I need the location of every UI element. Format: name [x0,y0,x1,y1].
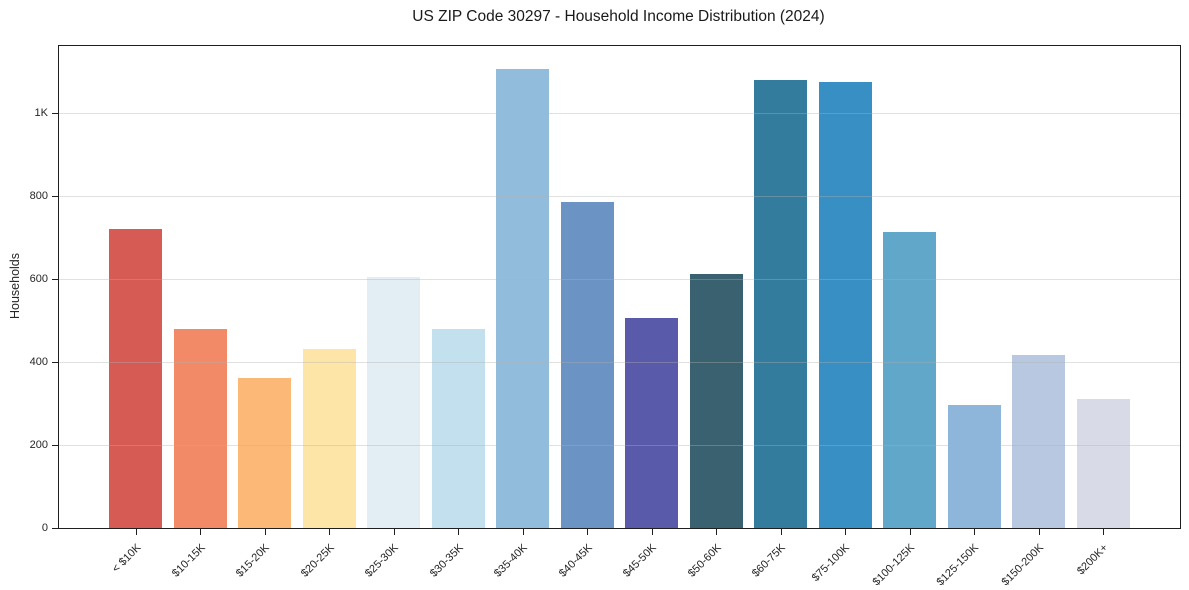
bar [431,328,485,528]
bar [883,231,937,528]
x-tick-label: $25-30K [363,541,402,580]
gridline-y [59,445,1180,446]
gridline-y [59,196,1180,198]
x-tick-mark [200,529,202,535]
gridline-y [59,362,1180,364]
x-tick-mark [587,529,589,535]
x-tick-label: $60-75K [750,541,788,580]
y-tick-label: 200 [29,439,48,451]
x-tick-mark [651,529,653,535]
x-tick-mark [780,529,782,535]
x-tick-label: $35-40K [492,541,531,580]
x-tick-mark [1038,529,1040,535]
bar [238,377,292,528]
plot-area: 0 200 400 600 800 1K < $10K $10-15K $15-20K $20-2… [30,45,1181,588]
x-tick-label: $10-15K [169,541,208,580]
y-tick-label: 0 [41,522,48,534]
y-tick-mark [52,196,58,198]
bar [496,68,550,528]
bar [302,349,356,528]
bar [367,277,421,528]
x-tick-mark [264,529,266,535]
x-tick-mark [522,529,524,535]
bar [109,229,163,528]
bar [754,80,808,528]
x-tick-mark [845,529,847,535]
x-tick-label: $125-150K [934,541,982,589]
bar [818,81,872,528]
chart-title: US ZIP Code 30297 - Household Income Dis… [412,8,825,25]
x-tick-mark [716,529,718,535]
y-tick-mark [52,279,58,281]
x-tick-mark [974,529,976,535]
y-tick-label: 800 [29,190,48,203]
bar [1076,398,1130,528]
x-tick-label: $100-125K [870,541,917,589]
x-tick-label: $200K+ [1074,541,1111,578]
gridline-y [59,279,1180,281]
bar [173,328,227,528]
x-tick-label: $150-200K [999,541,1046,589]
y-tick-label: 1K [34,107,48,120]
x-tick-mark [135,529,137,535]
x-tick-label: $75-100K [810,541,853,584]
x-tick-mark [1103,529,1105,535]
x-tick-mark [393,529,395,535]
x-tick-label: $30-35K [427,541,466,580]
y-tick-mark [52,445,58,446]
x-tick-mark [329,529,331,535]
x-tick-mark [909,529,911,535]
y-tick-label: 400 [29,356,48,369]
x-tick-label: < $10K [109,541,144,576]
gridline-y [59,113,1180,115]
x-tick-label: $15-20K [234,541,273,580]
x-tick-label: $40-45K [556,541,595,580]
x-tick-label: $45-50K [621,541,659,580]
bar [1012,355,1066,528]
x-tick-mark [458,529,460,535]
x-tick-label: $20-25K [298,541,337,580]
y-tick-label: 600 [29,273,48,286]
bar [947,404,1001,528]
y-tick-mark [52,528,58,529]
x-tick-label: $50-60K [685,541,724,580]
bar [689,274,743,528]
y-axis-title: Households [8,252,22,320]
y-tick-mark [52,113,58,115]
bar [625,318,679,528]
bar [560,202,614,528]
y-tick-mark [52,362,58,364]
